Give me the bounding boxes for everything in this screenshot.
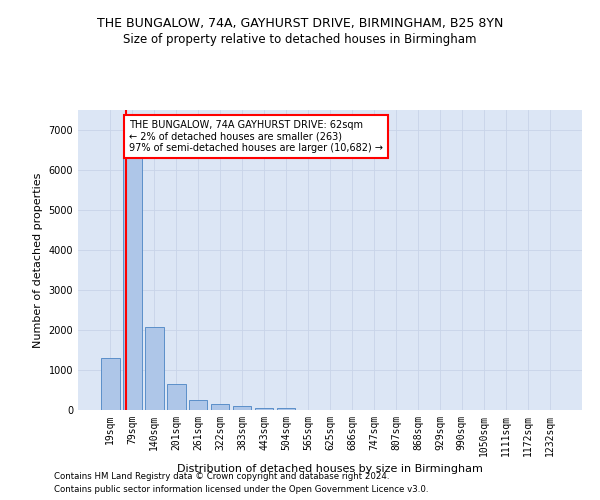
Bar [145, 327, 164, 410]
Text: Contains public sector information licensed under the Open Government Licence v3: Contains public sector information licen… [54, 485, 428, 494]
Bar [167, 384, 185, 410]
Bar [189, 400, 208, 410]
Text: THE BUNGALOW, 74A GAYHURST DRIVE: 62sqm
← 2% of detached houses are smaller (263: THE BUNGALOW, 74A GAYHURST DRIVE: 62sqm … [129, 120, 383, 153]
Bar [255, 408, 274, 410]
Text: THE BUNGALOW, 74A, GAYHURST DRIVE, BIRMINGHAM, B25 8YN: THE BUNGALOW, 74A, GAYHURST DRIVE, BIRMI… [97, 18, 503, 30]
Y-axis label: Number of detached properties: Number of detached properties [33, 172, 43, 348]
Bar [123, 148, 142, 410]
Bar [277, 408, 295, 410]
Bar [101, 358, 119, 410]
Text: Contains HM Land Registry data © Crown copyright and database right 2024.: Contains HM Land Registry data © Crown c… [54, 472, 389, 481]
Bar [211, 404, 229, 410]
Text: Size of property relative to detached houses in Birmingham: Size of property relative to detached ho… [123, 32, 477, 46]
X-axis label: Distribution of detached houses by size in Birmingham: Distribution of detached houses by size … [177, 464, 483, 474]
Bar [233, 406, 251, 410]
